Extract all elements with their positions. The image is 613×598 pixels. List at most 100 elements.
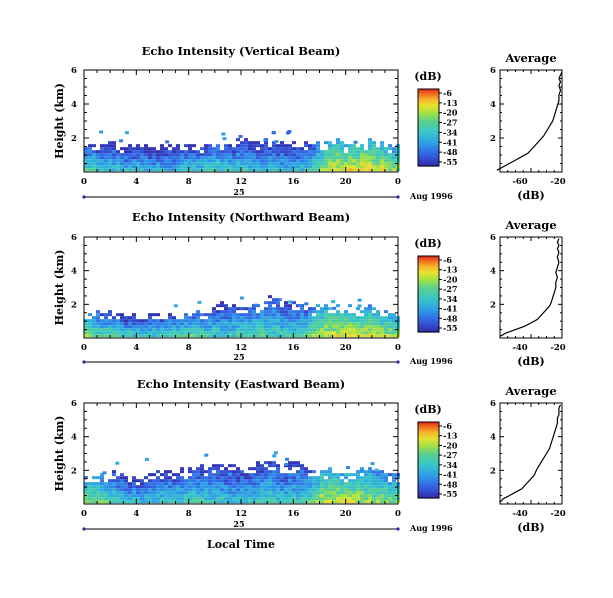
colorbar-band bbox=[418, 425, 439, 429]
heatmap-cell bbox=[364, 328, 368, 332]
heatmap-cell bbox=[292, 494, 296, 498]
colorbar-band bbox=[418, 117, 439, 121]
heatmap-cell bbox=[228, 156, 232, 160]
heatmap-cell bbox=[304, 313, 308, 317]
heatmap-cell bbox=[328, 141, 332, 145]
heatmap-cell bbox=[208, 470, 212, 474]
heatmap-cell bbox=[236, 331, 240, 335]
heatmap-cell bbox=[376, 497, 380, 501]
heatmap-cell bbox=[336, 488, 340, 492]
heatmap-cell bbox=[148, 319, 152, 323]
heatmap-cell bbox=[384, 334, 388, 338]
heatmap-cell bbox=[268, 464, 272, 468]
heatmap-cell bbox=[204, 147, 208, 151]
heatmap-cell bbox=[308, 479, 312, 483]
heatmap-cell bbox=[112, 497, 116, 501]
heatmap-cell bbox=[368, 497, 372, 501]
heatmap-cell bbox=[356, 322, 360, 326]
heatmap-cell bbox=[88, 328, 92, 332]
heatmap-cell bbox=[152, 319, 156, 323]
colorbar-band bbox=[418, 263, 439, 267]
heatmap-cell bbox=[168, 491, 172, 495]
heatmap-cell bbox=[308, 307, 312, 311]
heatmap-cell bbox=[288, 491, 292, 495]
heatmap-cell bbox=[128, 334, 132, 338]
heatmap-cell bbox=[140, 482, 144, 486]
heatmap-cell bbox=[256, 144, 260, 148]
heatmap-cell bbox=[340, 153, 344, 157]
colorbar-band bbox=[418, 431, 439, 434]
heatmap-cell bbox=[308, 470, 312, 474]
heatmap-cell bbox=[284, 144, 288, 148]
colorbar-band bbox=[418, 288, 439, 291]
heatmap-cell bbox=[144, 485, 148, 489]
heatmap-cell bbox=[108, 156, 112, 160]
heatmap-cell bbox=[212, 491, 216, 495]
heatmap-cell bbox=[252, 313, 256, 317]
colorbar-band bbox=[418, 467, 439, 471]
heatmap-cell bbox=[340, 319, 344, 323]
heatmap-cell bbox=[296, 316, 300, 320]
heatmap-cell bbox=[116, 162, 120, 166]
colorbar-band bbox=[418, 256, 439, 259]
heatmap-cell bbox=[244, 138, 248, 142]
heatmap-cell bbox=[352, 473, 356, 477]
heatmap-cell bbox=[344, 319, 348, 323]
heatmap-cell bbox=[164, 150, 168, 154]
heatmap-cell bbox=[168, 144, 172, 148]
heatmap-cell bbox=[116, 488, 120, 492]
heatmap-cell bbox=[388, 168, 392, 172]
heatmap-cell bbox=[312, 310, 316, 314]
heatmap-cell bbox=[224, 313, 228, 317]
heatmap-cell bbox=[124, 159, 128, 163]
heatmap-cell bbox=[384, 473, 388, 477]
heatmap-cell bbox=[320, 168, 324, 172]
heatmap-cell bbox=[212, 165, 216, 169]
heatmap-cell bbox=[172, 319, 176, 323]
heatmap-cell bbox=[184, 144, 188, 148]
heatmap-cell bbox=[108, 325, 112, 329]
heatmap-cell bbox=[232, 168, 236, 172]
colorbar-band bbox=[418, 144, 439, 148]
heatmap-cell bbox=[300, 156, 304, 160]
heatmap-cell bbox=[320, 156, 324, 160]
heatmap-cell bbox=[204, 328, 208, 332]
heatmap-cell bbox=[344, 144, 348, 148]
heatmap-cell bbox=[272, 476, 276, 480]
heatmap-cell bbox=[268, 334, 272, 338]
heatmap-cell bbox=[124, 331, 128, 335]
heatmap-cell bbox=[280, 325, 284, 329]
heatmap-cell bbox=[176, 150, 180, 154]
heatmap-cell bbox=[296, 482, 300, 486]
heatmap-cell bbox=[268, 482, 272, 486]
heatmap-cell bbox=[280, 162, 284, 166]
heatmap-cell bbox=[356, 494, 360, 498]
heatmap-cell bbox=[196, 494, 200, 498]
heatmap-cell bbox=[280, 141, 284, 145]
heatmap-cell bbox=[332, 491, 336, 495]
heatmap-cell bbox=[336, 150, 340, 154]
heatmap-cell bbox=[120, 313, 124, 317]
colorbar-band bbox=[418, 129, 439, 132]
heatmap-cell bbox=[100, 488, 104, 492]
heatmap-cell bbox=[252, 162, 256, 166]
heatmap-cell bbox=[256, 141, 260, 145]
heatmap-cell bbox=[277, 298, 282, 302]
heatmap-cell bbox=[144, 162, 148, 166]
heatmap-cell bbox=[328, 497, 332, 501]
heatmap-cell bbox=[88, 150, 92, 154]
heatmap-cell bbox=[320, 494, 324, 498]
heatmap-cell bbox=[208, 162, 212, 166]
heatmap-cell bbox=[384, 147, 388, 151]
heatmap-cell bbox=[376, 494, 380, 498]
heatmap-cell bbox=[192, 497, 196, 501]
heatmap-cell bbox=[336, 482, 340, 486]
heatmap-cell bbox=[240, 470, 244, 474]
heatmap-cell bbox=[148, 313, 152, 317]
heatmap-cell bbox=[268, 479, 272, 483]
heatmap-cell bbox=[356, 470, 360, 474]
heatmap-cell bbox=[208, 159, 212, 163]
heatmap-cell bbox=[284, 491, 288, 495]
heatmap-cell bbox=[204, 476, 208, 480]
heatmap-cell bbox=[216, 168, 220, 172]
